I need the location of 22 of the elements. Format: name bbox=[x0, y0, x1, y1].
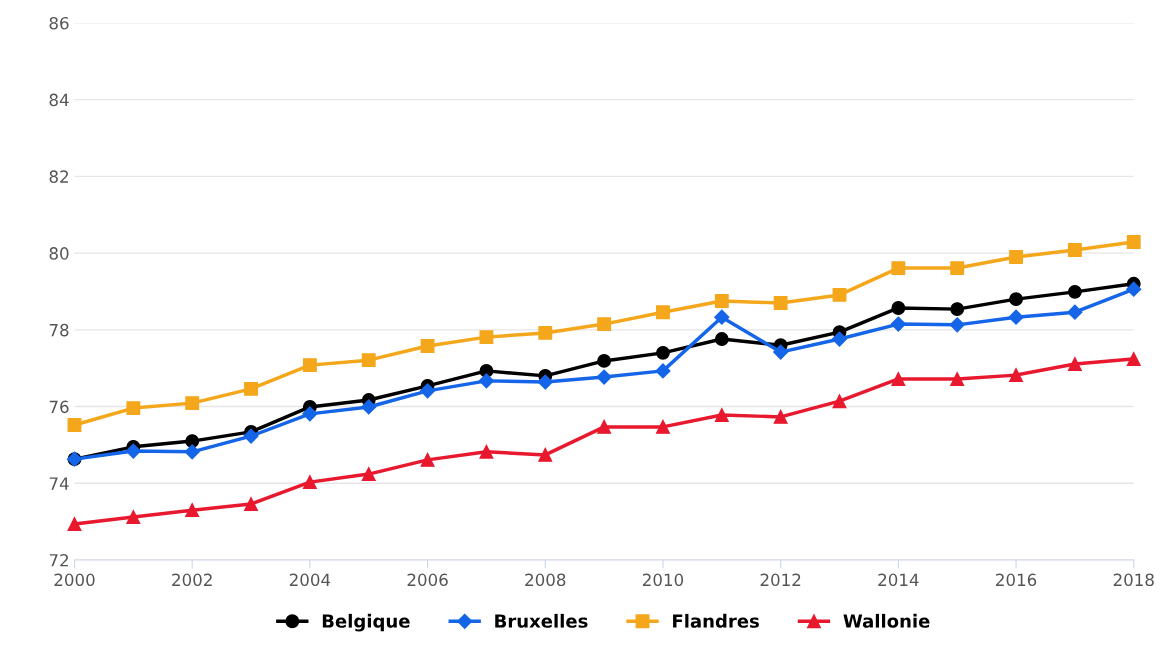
y-tick-label: 74 bbox=[49, 477, 69, 490]
x-tick-label: 2000 bbox=[54, 573, 95, 587]
legend-label: Bruxelles bbox=[495, 613, 588, 628]
legend-label: Belgique bbox=[322, 613, 410, 632]
x-tick-label: 2012 bbox=[760, 573, 801, 587]
y-tick-label: 72 bbox=[49, 553, 68, 567]
legend-label: Wallonie bbox=[843, 613, 930, 628]
x-tick-label: 2018 bbox=[1113, 573, 1154, 587]
y-tick-label: 80 bbox=[49, 247, 69, 260]
y-tick-label: 86 bbox=[49, 16, 69, 30]
y-tick-label: 82 bbox=[49, 170, 68, 183]
x-tick-label: 2006 bbox=[407, 573, 448, 587]
y-tick-label: 78 bbox=[49, 323, 69, 337]
x-tick-label: 2002 bbox=[172, 573, 212, 587]
y-tick-label: 84 bbox=[49, 93, 69, 107]
x-tick-label: 2004 bbox=[289, 573, 331, 587]
x-tick-label: 2010 bbox=[642, 573, 684, 587]
x-tick-label: 2016 bbox=[996, 573, 1037, 587]
y-tick-label: 76 bbox=[49, 400, 69, 414]
legend-label: Flandres bbox=[673, 613, 759, 628]
x-tick-label: 2014 bbox=[878, 573, 919, 587]
x-tick-label: 2008 bbox=[525, 573, 566, 587]
